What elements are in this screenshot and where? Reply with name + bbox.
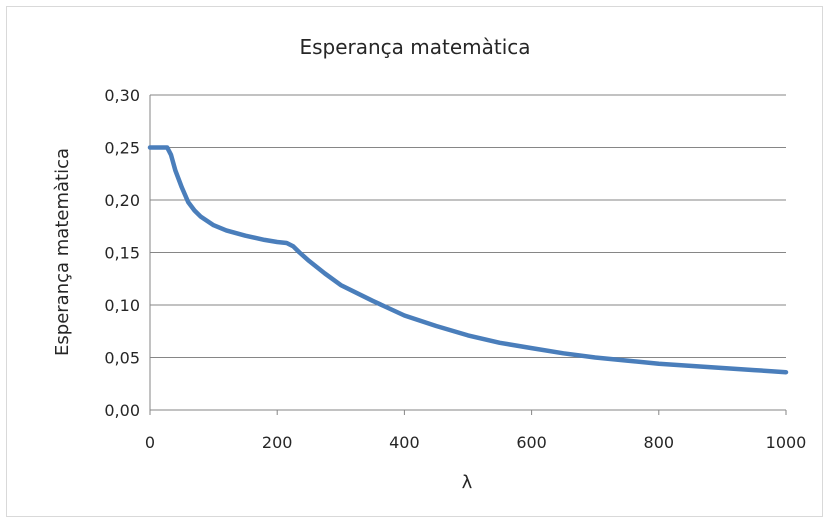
y-axis-label: Esperança matemàtica [52, 148, 73, 356]
x-tick-label: 200 [262, 433, 293, 452]
chart-area [6, 6, 823, 517]
chart-title: Esperança matemàtica [299, 35, 530, 59]
y-tick-label: 0,05 [104, 349, 140, 368]
x-tick-label: 400 [389, 433, 420, 452]
y-tick-label: 0,20 [104, 191, 140, 210]
y-tick-label: 0,15 [104, 244, 140, 263]
x-tick-label: 600 [516, 433, 547, 452]
y-tick-label: 0,30 [104, 86, 140, 105]
gridlines [149, 94, 786, 411]
series-group [147, 145, 789, 375]
x-axis-label: λ [462, 472, 473, 493]
x-tick-label: 800 [644, 433, 675, 452]
series-line [147, 145, 789, 375]
y-tick-label: 0,00 [104, 401, 140, 420]
y-axis-ticks: 0,00 0,05 0,10 0,15 0,20 0,25 0,30 [104, 86, 140, 420]
y-tick-label: 0,25 [104, 139, 140, 158]
x-axis-ticks: 0 200 400 600 800 1000 [145, 410, 806, 452]
y-tick-label: 0,10 [104, 296, 140, 315]
x-tick-label: 1000 [766, 433, 807, 452]
x-tick-label: 0 [145, 433, 155, 452]
